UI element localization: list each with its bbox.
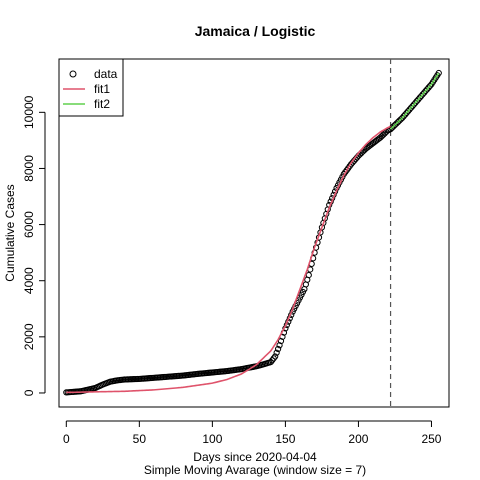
x-axis-label: Days since 2020-04-04: [193, 450, 317, 464]
y-tick-label: 4000: [22, 267, 36, 294]
legend-marker-circle: [69, 70, 77, 78]
data-point: [305, 271, 312, 279]
plot-area: 0 50 100 150 200 250 0 2000 4000 6000 8000 10000 d…: [22, 58, 450, 446]
legend-label: fit1: [94, 82, 110, 96]
data-point: [276, 342, 283, 349]
data-point: [435, 69, 442, 77]
data-point: [277, 337, 285, 345]
data-point: [267, 358, 274, 366]
series-layer: [63, 69, 442, 396]
x-tick-label: 100: [202, 432, 222, 446]
y-tick-label: 8000: [22, 155, 36, 182]
x-tick-label: 0: [63, 432, 70, 446]
x-tick-label: 250: [421, 432, 441, 446]
chart-title: Jamaica / Logistic: [195, 23, 316, 39]
y-axis-label: Cumulative Cases: [3, 184, 17, 281]
data-point: [275, 345, 282, 353]
y-tick-label: 0: [22, 389, 36, 396]
plot-frame: [58, 58, 450, 408]
legend-label: fit2: [94, 97, 110, 111]
data-point: [426, 82, 434, 90]
x-tick-label: 50: [133, 432, 147, 446]
legend-box: [58, 58, 124, 117]
series-line-fit1: [66, 125, 391, 394]
x-tick-label: 200: [348, 432, 368, 446]
data-point: [269, 357, 276, 364]
data-point: [272, 353, 279, 360]
y-tick-label: 6000: [22, 211, 36, 238]
y-tick-label: 10000: [22, 95, 36, 129]
data-point: [270, 355, 277, 362]
x-axis-subtitle: Simple Moving Avarage (window size = 7): [144, 463, 366, 477]
y-tick-label: 2000: [22, 323, 36, 350]
x-tick-label: 150: [275, 432, 295, 446]
data-point: [273, 349, 280, 356]
x-axis: 0 50 100 150 200 250: [63, 420, 442, 446]
legend-label: data: [94, 67, 118, 81]
series-line-fit2: [390, 72, 440, 130]
y-axis: 0 2000 4000 6000 8000 10000: [22, 95, 46, 396]
